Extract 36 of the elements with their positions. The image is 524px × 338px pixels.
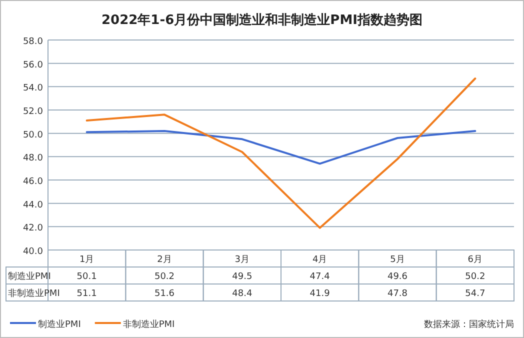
data-label: 49.6: [387, 272, 408, 282]
text: 非制造业PMI: [8, 289, 60, 299]
data-label: 50.1: [76, 272, 97, 282]
x-tick-label: 6月: [468, 255, 483, 265]
text: 制造业PMI: [8, 272, 51, 282]
data-label: 54.7: [465, 289, 486, 299]
data-label: 51.6: [154, 289, 175, 299]
x-tick-label: 5月: [390, 255, 405, 265]
data-label: 47.4: [310, 272, 330, 282]
legend-label: 非制造业PMI: [122, 319, 175, 330]
data-label: 51.1: [76, 289, 97, 299]
y-tick-label: 52.0: [22, 107, 44, 117]
x-tick-label: 4月: [312, 255, 328, 265]
line-series: [86, 130, 476, 165]
y-tick-label: 56.0: [22, 60, 44, 70]
data-label: 48.4: [232, 289, 252, 299]
y-tick-label: 40.0: [22, 247, 44, 257]
x-tick-label: 1月: [79, 255, 94, 265]
y-tick-label: 48.0: [22, 154, 44, 164]
x-tick-label: 2月: [157, 255, 172, 265]
data-label: 47.8: [387, 289, 408, 299]
data-label: 49.5: [232, 272, 252, 282]
chart-title: 2022年1-6月份中国制造业和非制造业PMI指数趋势图: [102, 12, 422, 28]
data-label: 50.2: [465, 272, 486, 282]
source-note: 数据来源：国家统计局: [424, 319, 514, 330]
y-tick-label: 44.0: [22, 200, 44, 210]
y-tick-label: 50.0: [22, 130, 44, 140]
x-tick-label: 3月: [234, 255, 250, 265]
y-tick-label: 54.0: [22, 84, 44, 94]
legend-label: 制造业PMI: [38, 319, 81, 330]
y-tick-label: 46.0: [22, 177, 44, 187]
data-label: 41.9: [310, 289, 330, 299]
line-series: [86, 78, 476, 229]
y-tick-label: 42.0: [22, 224, 44, 234]
data-label: 50.2: [154, 272, 175, 282]
y-tick-label: 58.0: [22, 37, 44, 47]
